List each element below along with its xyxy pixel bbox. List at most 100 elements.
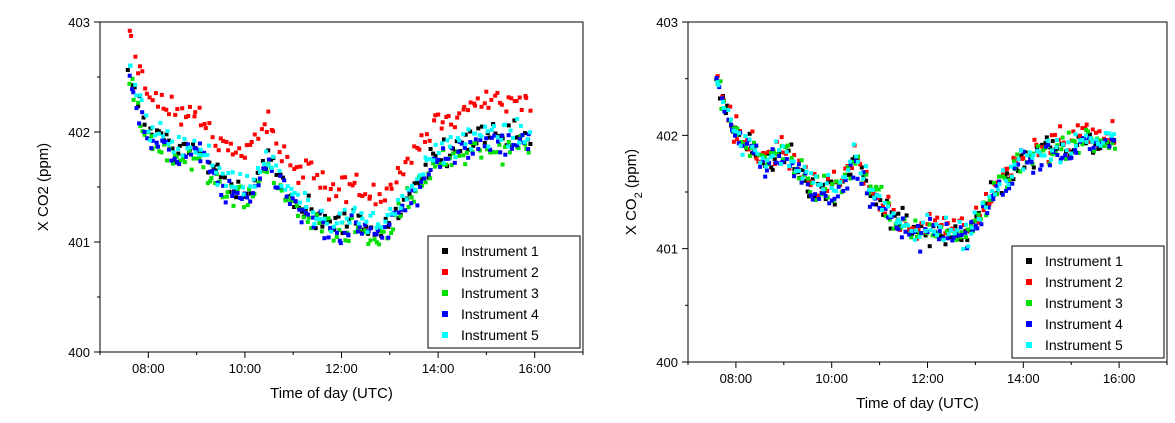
data-point [476,147,481,151]
x-tick-label: 08:00 [132,361,165,376]
legend-marker [1026,300,1032,306]
data-point [159,131,164,136]
data-point [149,134,154,139]
data-point [799,180,804,185]
data-point [508,128,513,133]
data-point [1048,157,1053,162]
data-point [492,150,497,155]
data-point [355,229,360,234]
data-point [484,136,489,141]
data-point [997,174,1001,179]
data-point [935,233,939,237]
data-point [420,176,425,181]
data-point [138,64,142,69]
data-point [344,216,349,221]
data-point [1019,153,1024,158]
data-point [864,170,869,174]
data-point [961,223,966,227]
data-point [137,121,142,126]
x-tick-label: 16:00 [1103,371,1136,386]
data-point [209,176,214,181]
data-point [412,181,417,186]
data-point [274,163,279,168]
data-point [482,144,487,149]
data-point [715,80,720,85]
data-point [779,135,784,140]
data-point [941,237,946,242]
data-point [167,112,171,117]
data-point [193,110,198,115]
data-point [292,167,297,171]
data-point [1055,153,1060,157]
data-point [915,234,919,239]
y-axis-title: X CO2 (ppm) [623,149,645,235]
data-point [1039,153,1044,158]
data-point [979,222,984,227]
data-point [1004,178,1008,183]
data-point [1093,139,1098,144]
data-point [751,150,756,155]
data-point [1080,142,1085,147]
data-point [166,147,171,152]
legend-marker [442,311,448,317]
data-point [1066,140,1071,145]
data-point [241,192,246,197]
data-point [754,156,759,161]
data-point [185,146,190,151]
data-point [846,168,851,173]
data-point [142,129,147,134]
data-point [419,133,424,138]
data-point [236,179,241,184]
data-point [228,141,233,146]
data-point [489,127,494,132]
data-point [507,150,512,155]
data-point [752,140,756,145]
data-point [322,216,327,221]
data-point [896,217,901,222]
data-point [136,71,141,76]
y-axis-title-part: X CO2 (ppm) [35,143,52,231]
data-point [738,143,743,148]
data-point [916,228,921,233]
data-point [976,212,981,217]
data-point [792,171,796,176]
data-point [198,123,203,128]
data-point [925,212,930,217]
data-point [198,147,203,152]
data-point [787,164,791,169]
data-point [489,135,494,140]
data-point [1080,138,1085,142]
data-point [506,123,511,128]
data-point [386,224,391,229]
data-point [987,202,992,207]
data-point [234,195,239,200]
data-point [883,214,888,218]
data-point [736,141,741,146]
data-point [747,131,752,136]
data-point [1050,152,1055,157]
data-point [886,215,891,220]
data-point [1041,148,1046,153]
data-point [1044,135,1049,140]
data-point [405,156,410,161]
data-point [855,176,860,181]
data-point [285,154,290,159]
data-point [217,166,222,170]
data-point [1097,129,1102,134]
data-point [981,204,986,208]
data-point [993,192,997,197]
data-point [970,227,975,232]
data-point [822,173,826,178]
data-point [393,212,398,217]
data-point [868,194,873,198]
data-point [191,142,195,147]
data-point [722,109,727,114]
data-point [331,182,336,187]
data-point [969,220,974,225]
data-point [1063,153,1068,158]
data-point [203,126,208,131]
data-point [378,199,383,204]
data-point [894,220,899,225]
data-point [1078,133,1082,138]
data-point [251,191,256,196]
